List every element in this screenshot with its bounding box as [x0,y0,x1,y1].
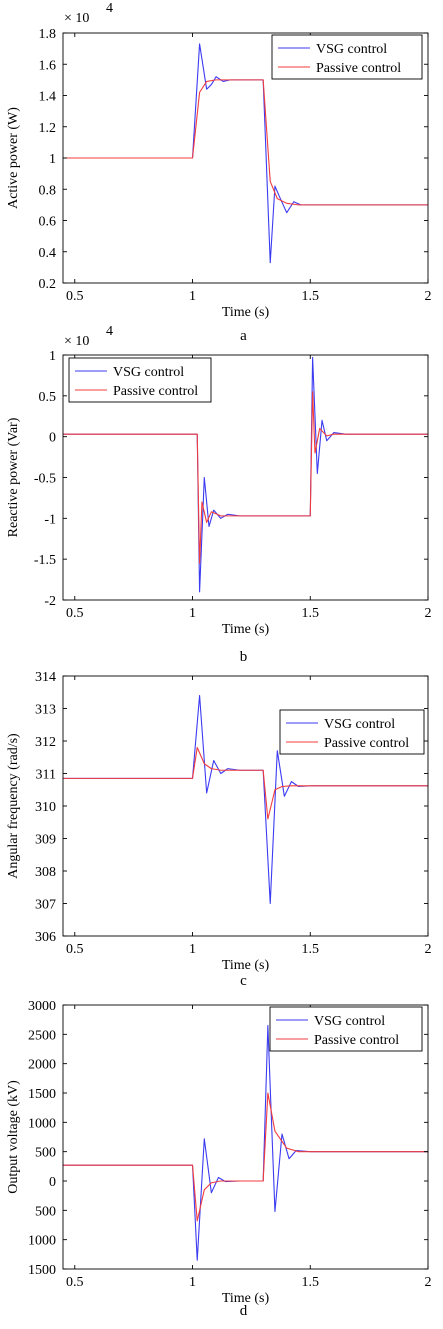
y-axis-exponent: × 10 [64,334,89,349]
x-tick-label: 1 [189,942,196,957]
legend-entry: Passive control [314,1033,399,1048]
y-tick-label: 1.2 [39,121,57,136]
y-tick-label: 2000 [28,1058,56,1073]
legend: VSG control Passive control [279,709,425,755]
y-axis-exponent-power: 4 [106,324,113,339]
series-line-vsg-control [63,1024,428,1261]
y-tick-label: 306 [35,930,56,945]
y-tick-label: 500 [35,1146,56,1161]
y-tick-label: 314 [35,670,56,685]
x-tick-label: 0.5 [66,1275,84,1290]
y-tick-label: 1500 [28,1263,56,1278]
x-tick-label: 1 [189,606,196,621]
series-line-passive-control [63,746,428,820]
y-axis-exponent: × 10 [64,11,89,26]
y-tick-label: 309 [35,833,56,848]
y-tick-label: 313 [35,703,56,718]
panel-label: d [240,1303,248,1319]
y-tick-label: 500 [35,1204,56,1219]
legend-entry: Passive control [324,736,409,751]
panel-label: b [240,649,248,665]
legend: VSG control Passive control [68,357,212,403]
y-tick-label: 3000 [28,999,56,1014]
legend: VSG control Passive control [269,1006,423,1052]
series-line-passive-control [63,1092,428,1222]
y-axis-label: Output voltage (kV) [6,1080,21,1194]
y-tick-label: 0.6 [39,215,57,230]
y-tick-label: 0.5 [39,390,57,405]
x-tick-label: 0.5 [66,942,84,957]
y-tick-label: 307 [35,898,56,913]
y-tick-label: 2500 [28,1028,56,1043]
x-tick-label: 2 [425,942,432,957]
legend-box [271,34,423,80]
y-tick-label: 1000 [28,1234,56,1249]
legend-entry: Passive control [113,384,198,399]
y-axis-exponent-power: 4 [106,1,113,16]
chart-panel-c: 0.5 1 1.5 2 306 307 308 309 310 311 312 313 314 Time … [6,670,432,989]
y-tick-label: 0.4 [39,246,57,261]
y-tick-label: 0.2 [39,277,57,292]
x-axis-label: Time (s) [222,1291,270,1306]
x-tick-label: 1.5 [302,289,320,304]
y-tick-label: -1 [44,512,56,527]
x-axis-label: Time (s) [222,958,270,973]
y-tick-label: 312 [35,735,56,750]
legend-entry: VSG control [316,42,387,57]
legend-entry: VSG control [314,1014,385,1029]
plot-area-frame [62,1004,429,1270]
series-line-passive-control [63,391,428,564]
y-axis-label: Reactive power (Var) [6,417,21,537]
legend: VSG control Passive control [271,34,423,80]
y-tick-label: 1 [49,349,56,364]
x-axis-label: Time (s) [222,622,270,637]
y-axis-label: Angular frequency (rad/s) [6,733,21,879]
series-line-passive-control [63,79,428,206]
legend-entry: Passive control [316,61,401,76]
legend-box [279,709,425,755]
y-tick-label: -1.5 [34,553,56,568]
x-tick-label: 1.5 [302,942,320,957]
x-tick-label: 2 [425,606,432,621]
y-tick-label: 310 [35,800,56,815]
x-tick-label: 1.5 [302,1275,320,1290]
y-tick-label: 311 [36,768,56,783]
y-tick-label: 1.4 [39,90,57,105]
x-tick-label: 1.5 [302,606,320,621]
x-tick-label: 1 [189,1275,196,1290]
y-tick-label: 0.8 [39,183,57,198]
legend-box [269,1006,423,1052]
chart-panel-b: 0.5 1 1.5 2 -2 -1.5 -1 -0.5 0 0.5 1 × 10 4 Time (s) Re… [6,324,432,665]
panel-label: c [240,973,247,989]
chart-panel-d: 0.5 1 1.5 2 1500 1000 500 0 500 1000 1500 2000 2500 3… [6,999,432,1319]
y-tick-label: 308 [35,865,56,880]
x-tick-label: 2 [425,289,432,304]
y-tick-label: 1.6 [39,58,57,73]
legend-entry: VSG control [324,717,395,732]
x-tick-label: 1 [189,289,196,304]
y-tick-label: 1.8 [39,27,57,42]
x-tick-label: 0.5 [66,606,84,621]
x-tick-label: 0.5 [66,289,84,304]
x-tick-label: 2 [425,1275,432,1290]
y-axis-label: Active power (W) [6,107,21,209]
chart-panel-a: 0.5 1 1.5 2 0.2 0.4 0.6 0.8 1 1.2 1.4 1.6 1.8 × 10 4 Ti… [6,1,432,344]
y-tick-label: -0.5 [34,472,56,487]
legend-entry: VSG control [113,365,184,380]
y-tick-label: -2 [44,594,56,609]
y-tick-label: 1500 [28,1087,56,1102]
y-tick-label: 0 [49,431,56,446]
y-tick-label: 0 [49,1175,56,1190]
y-tick-label: 1 [49,152,56,167]
legend-box [68,357,212,403]
panel-label: a [240,328,247,344]
y-tick-label: 1000 [28,1116,56,1131]
x-axis-label: Time (s) [222,305,270,320]
